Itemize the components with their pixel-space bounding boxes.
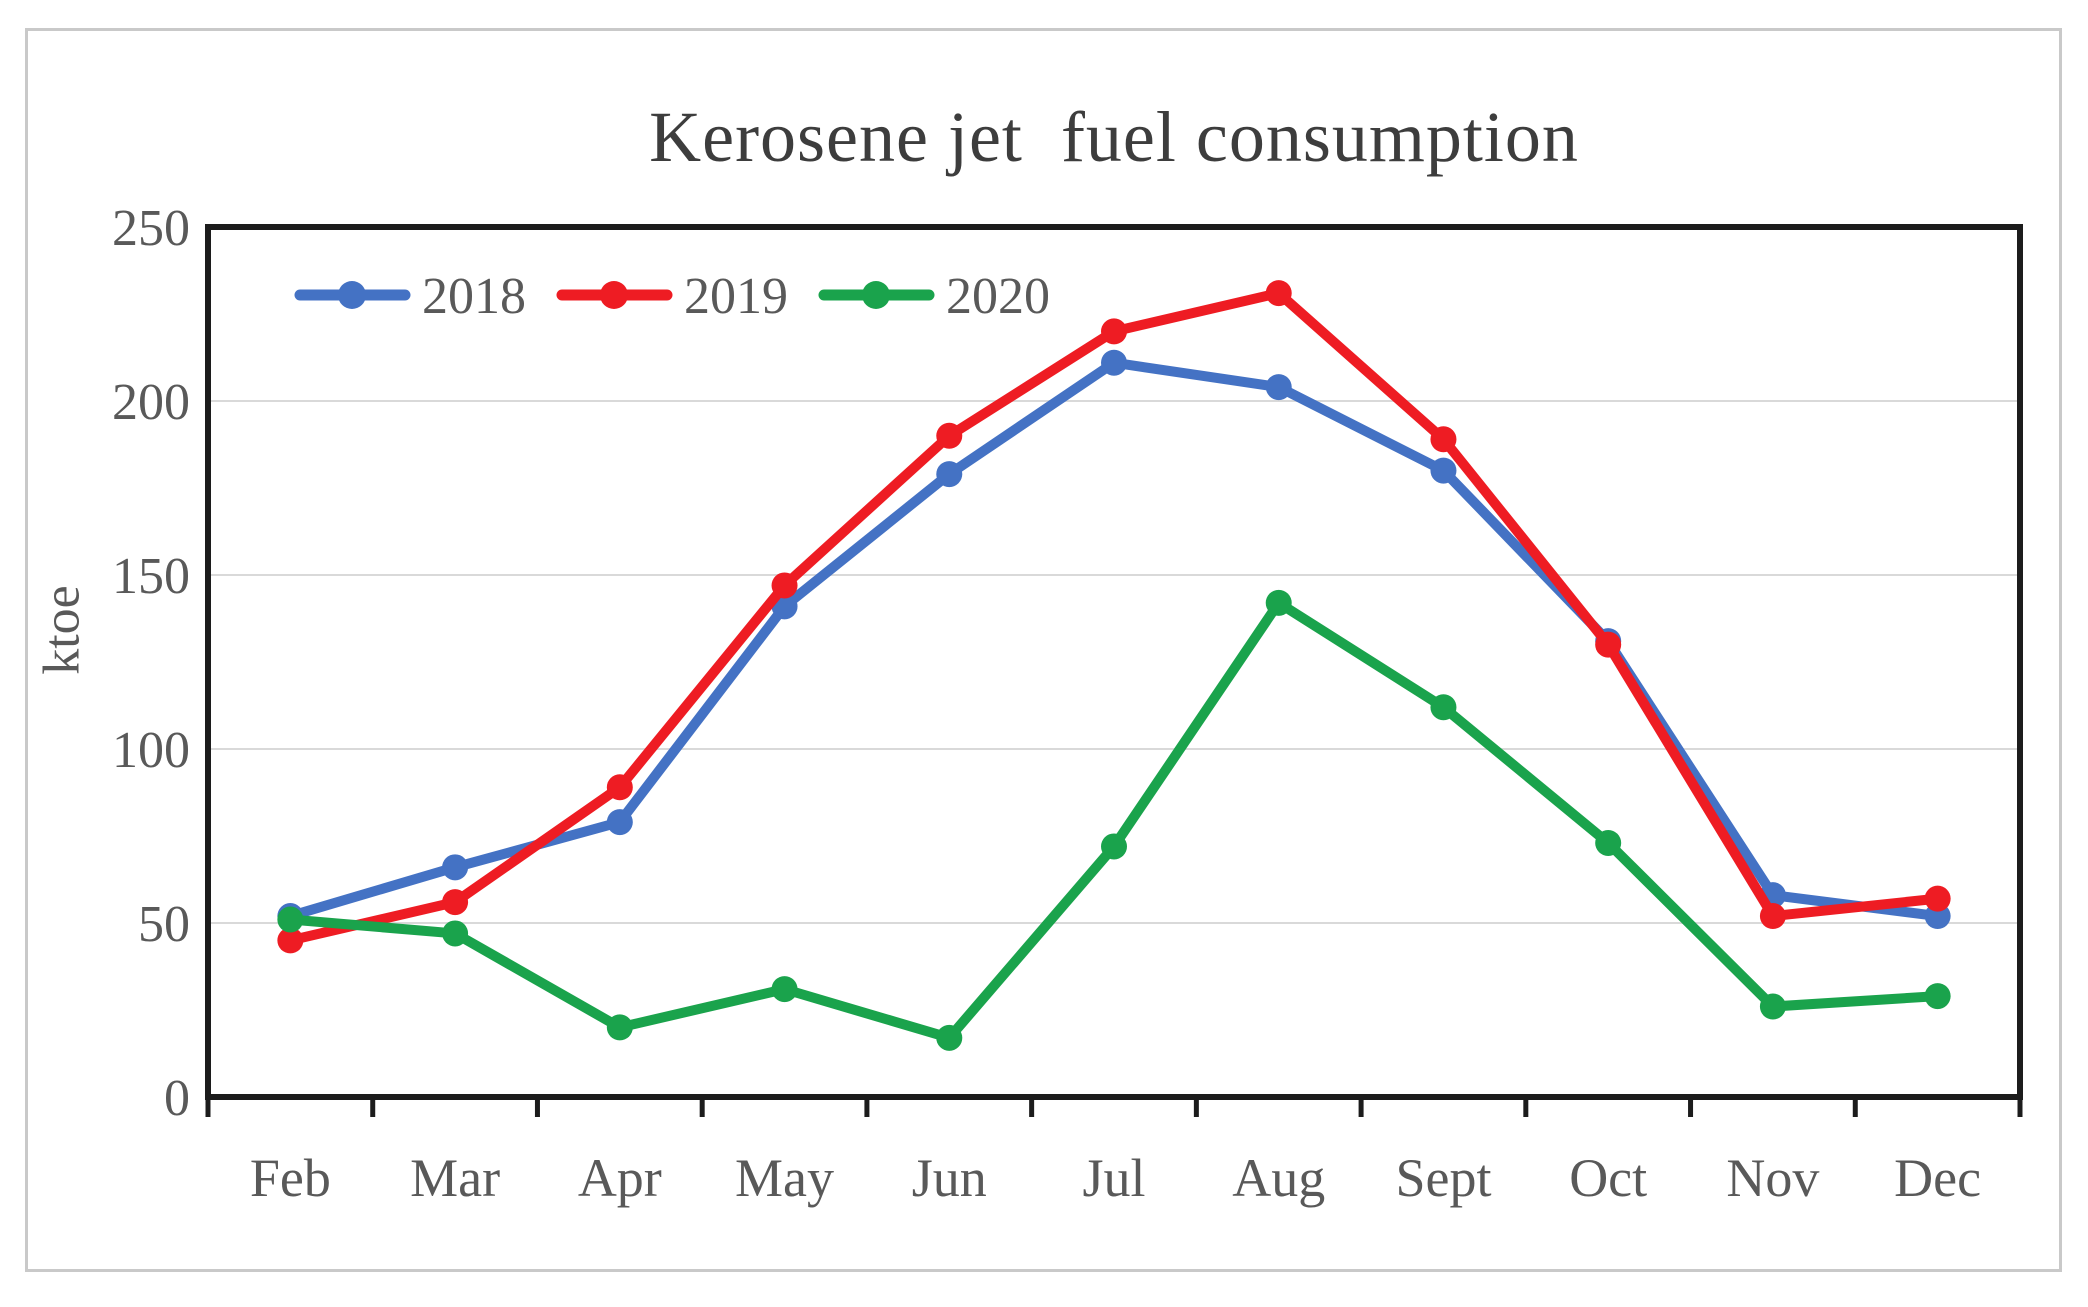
- data-point-2020-Dec: [1924, 983, 1951, 1010]
- data-point-2018-Jul: [1101, 349, 1127, 376]
- y-tick-label-150: 150: [112, 548, 190, 605]
- legend-marker-dot-2020: [862, 281, 890, 309]
- data-point-2019-Jun: [936, 422, 963, 449]
- data-point-2020-Oct: [1595, 829, 1622, 856]
- legend-label-2019: 2019: [684, 268, 788, 325]
- y-tick-label-50: 50: [138, 896, 190, 953]
- data-point-2019-Jul: [1101, 318, 1127, 345]
- x-tick-label-Sept: Sept: [1395, 1148, 1491, 1208]
- legend-label-2020: 2020: [946, 268, 1050, 325]
- data-point-2020-May: [771, 976, 798, 1003]
- data-point-2018-Jun: [936, 461, 963, 488]
- y-tick-label-100: 100: [112, 722, 190, 779]
- data-point-2020-Feb: [277, 906, 304, 933]
- data-point-2019-Sept: [1430, 426, 1457, 453]
- y-tick-label-250: 250: [112, 200, 190, 257]
- x-tick-label-May: May: [735, 1148, 834, 1208]
- data-point-2018-Aug: [1265, 374, 1292, 401]
- x-tick-label-Oct: Oct: [1569, 1148, 1647, 1208]
- x-tick-label-Aug: Aug: [1232, 1148, 1325, 1208]
- x-tick-label-Feb: Feb: [250, 1148, 331, 1208]
- data-point-2018-Apr: [606, 809, 633, 836]
- data-point-2020-Aug: [1265, 589, 1292, 616]
- data-point-2019-Feb: [277, 927, 304, 954]
- data-point-2019-Oct: [1595, 631, 1622, 658]
- plot-border: [205, 224, 2023, 1100]
- series-line-2020: [285, 597, 1943, 1043]
- legend: 2018 2019 2020: [294, 268, 1050, 325]
- data-point-2019-Aug: [1265, 280, 1292, 307]
- x-tick-label-Dec: Dec: [1894, 1148, 1981, 1208]
- legend-marker-dot-2019: [600, 281, 628, 309]
- y-tick-label-0: 0: [164, 1070, 190, 1127]
- legend-item-2020: 2020: [818, 268, 1050, 325]
- data-point-2020-Jul: [1101, 833, 1127, 860]
- x-tick-label-Nov: Nov: [1726, 1148, 1819, 1208]
- data-point-2018-Sept: [1430, 457, 1457, 484]
- data-point-2019-Dec: [1924, 885, 1951, 912]
- legend-label-2018: 2018: [422, 268, 526, 325]
- x-tick-label-Mar: Mar: [410, 1148, 500, 1208]
- y-tick-label-200: 200: [112, 374, 190, 431]
- data-point-2020-Nov: [1759, 993, 1786, 1020]
- legend-marker-dot-2018: [338, 281, 366, 309]
- x-tick-label-Jul: Jul: [1082, 1148, 1145, 1208]
- data-point-2020-Apr: [606, 1014, 633, 1041]
- legend-item-2019: 2019: [556, 268, 788, 325]
- chart-title: Kerosene jet fuel consumption: [649, 97, 1579, 177]
- series-line-2018: [285, 357, 1943, 922]
- legend-item-2018: 2018: [294, 268, 526, 325]
- data-point-2019-May: [771, 572, 798, 599]
- data-point-2019-Apr: [606, 774, 633, 801]
- x-tick-label-Apr: Apr: [578, 1148, 662, 1208]
- data-point-2019-Mar: [442, 889, 469, 916]
- data-point-2020-Sept: [1430, 694, 1457, 721]
- data-point-2018-Mar: [442, 854, 469, 881]
- figure-border: [25, 28, 2062, 1272]
- data-point-2020-Jun: [936, 1024, 963, 1051]
- x-tick-label-Jun: Jun: [912, 1148, 987, 1208]
- data-point-2019-Nov: [1759, 903, 1786, 930]
- data-point-2020-Mar: [442, 920, 469, 947]
